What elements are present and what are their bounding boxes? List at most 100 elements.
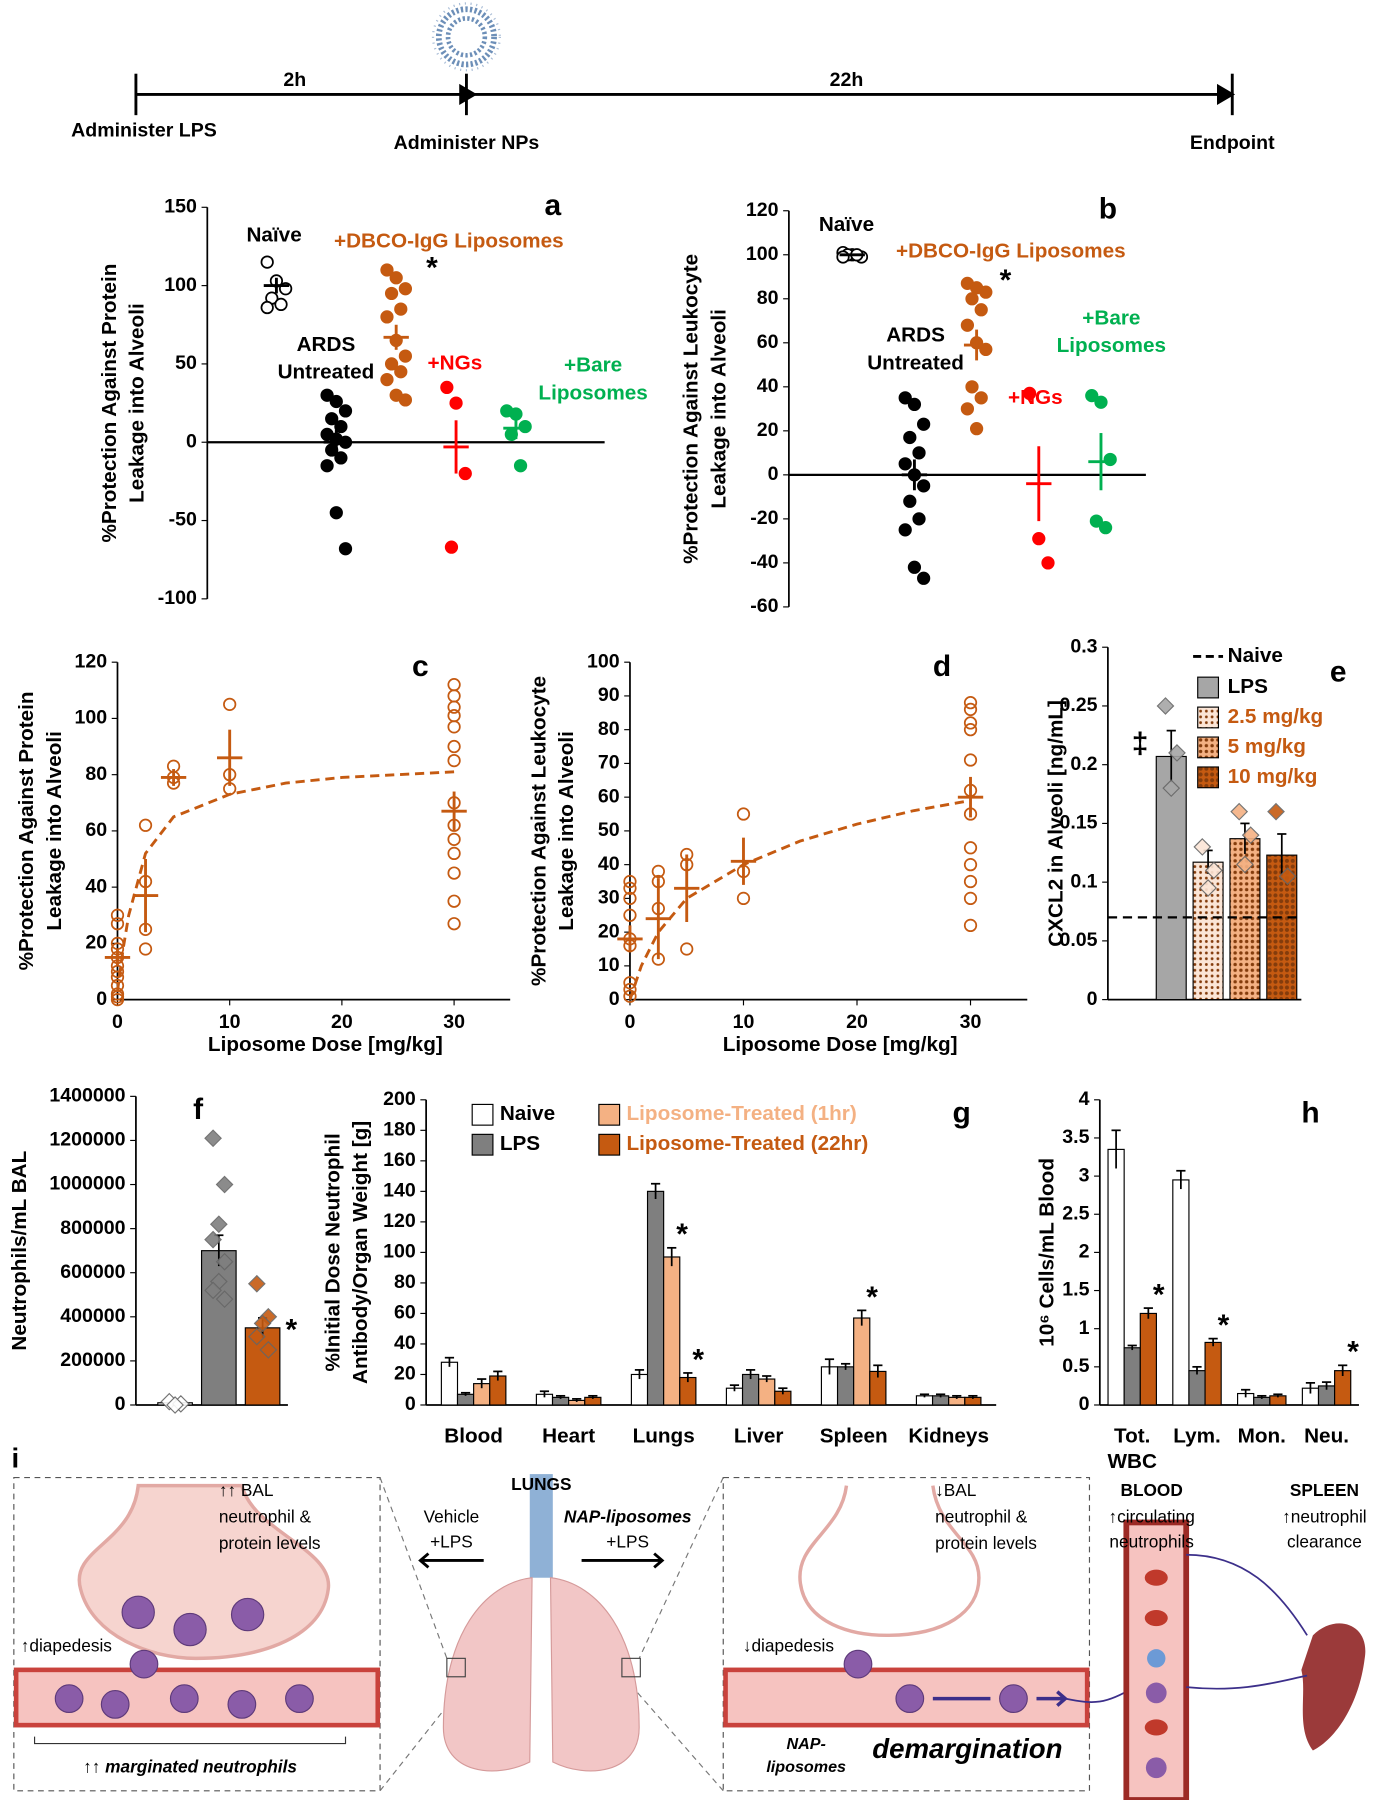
data-point [447, 753, 461, 768]
y-tick-label: 100 [74, 707, 107, 729]
cell [1145, 1682, 1167, 1704]
data-point [110, 908, 125, 922]
y-tick-label: 2 [1079, 1241, 1090, 1263]
group-label: +NGs [1008, 386, 1063, 409]
data-point [623, 976, 637, 990]
data-point [394, 365, 408, 379]
cell [285, 1684, 314, 1714]
note: Vehicle [424, 1506, 480, 1526]
data-point [110, 992, 125, 1007]
bar [1123, 1347, 1141, 1406]
data-point [1041, 556, 1055, 570]
cell [1144, 1719, 1168, 1736]
legend-label: Naive [1228, 644, 1283, 667]
data-point [384, 286, 399, 301]
arrow [418, 1552, 665, 1569]
data-label: * [1347, 1336, 1359, 1369]
fit-curve [116, 770, 455, 992]
data-point [447, 846, 461, 861]
panel-label: h [1301, 1097, 1319, 1130]
y-axis-label: 10⁶ Cells/mL Blood [1035, 1158, 1058, 1347]
note: neutrophil & [935, 1506, 1028, 1526]
bar [663, 1256, 681, 1406]
fit-curve [628, 799, 971, 1001]
data-point [623, 982, 637, 997]
legend-swatch [471, 1103, 494, 1126]
data-point [380, 263, 394, 277]
data-point [260, 255, 274, 269]
y-tick-label: 80 [598, 718, 620, 740]
data-point [1278, 867, 1297, 886]
cell [999, 1684, 1028, 1714]
legend-swatch [471, 1133, 494, 1156]
cell [100, 1690, 130, 1719]
legend-swatch [1197, 736, 1220, 759]
data-point [623, 891, 637, 906]
legend-swatch [1197, 706, 1220, 729]
data-point [444, 540, 459, 554]
y-tick-label: 40 [394, 1332, 416, 1354]
note: NAP- [786, 1735, 825, 1753]
note: NAP-liposomes [564, 1506, 692, 1526]
y-axis-label: %Protection Against Leukocyte [528, 676, 551, 986]
data-point [447, 708, 461, 723]
panel-label: i [12, 1443, 20, 1474]
data-point [1032, 532, 1046, 546]
y-tick-label: 1400000 [49, 1085, 125, 1107]
arrow-head [1217, 83, 1236, 106]
data-point [320, 459, 334, 473]
note: ↑↑ BAL [219, 1480, 274, 1500]
data-point [447, 739, 461, 754]
x-tick-label: Lungs [633, 1425, 695, 1448]
group-label: +DBCO-IgG Liposomes [334, 229, 564, 252]
y-axis-label: %Protection Against Leukocyte [680, 254, 703, 564]
note: ↑circulating [1108, 1506, 1194, 1526]
y-tick-label: 20 [85, 932, 107, 954]
data-point [912, 512, 926, 526]
data-point [260, 300, 274, 315]
interval-label: 2h [283, 69, 306, 91]
y-tick-label: 0.2 [1070, 753, 1097, 775]
data-point [898, 523, 912, 537]
data-point [320, 388, 334, 402]
data-point [398, 393, 413, 407]
data-point [912, 446, 926, 460]
y-tick-label: 1.5 [1062, 1279, 1089, 1301]
cell [230, 1597, 265, 1632]
y-tick-label: 120 [383, 1210, 416, 1232]
data-point [447, 689, 461, 703]
diagram: i ↑↑ BAL neutrophil & protein levels ↑di… [12, 1443, 1367, 1800]
y-axis-label: %Initial Dose Neutrophil [321, 1133, 344, 1371]
y-tick-label: 800000 [60, 1217, 125, 1239]
data-point [384, 357, 399, 371]
cell [1144, 1569, 1168, 1586]
data-point [963, 723, 978, 737]
data-point [458, 466, 472, 481]
x-tick-label: WBC [1107, 1450, 1157, 1473]
legend-swatch [598, 1103, 621, 1126]
y-tick-label: -100 [158, 587, 197, 609]
y-tick-label: 0.15 [1059, 812, 1097, 834]
legend-label: LPS [500, 1132, 540, 1155]
data-point [736, 891, 751, 906]
data-point [398, 282, 413, 296]
group-label: ARDS [297, 333, 356, 356]
data-point [447, 720, 461, 734]
y-tick-label: 90 [598, 684, 620, 706]
y-tick-label: 0 [96, 988, 107, 1010]
x-tick-label: 10 [219, 1011, 241, 1033]
note: neutrophils [1109, 1532, 1194, 1552]
data-point [898, 391, 912, 405]
data-point [1241, 826, 1260, 845]
data-point [965, 292, 979, 306]
x-tick-label: 10 [733, 1011, 755, 1033]
data-point [447, 832, 461, 846]
data-point [917, 479, 931, 493]
y-tick-label: -40 [750, 551, 778, 573]
legend-label: Liposome-Treated (22hr) [627, 1132, 869, 1155]
data-point [969, 422, 984, 436]
y-tick-label: 1000000 [49, 1173, 125, 1195]
y-tick-label: 10 [598, 954, 620, 976]
data-point [1193, 838, 1212, 856]
bar [853, 1317, 871, 1406]
